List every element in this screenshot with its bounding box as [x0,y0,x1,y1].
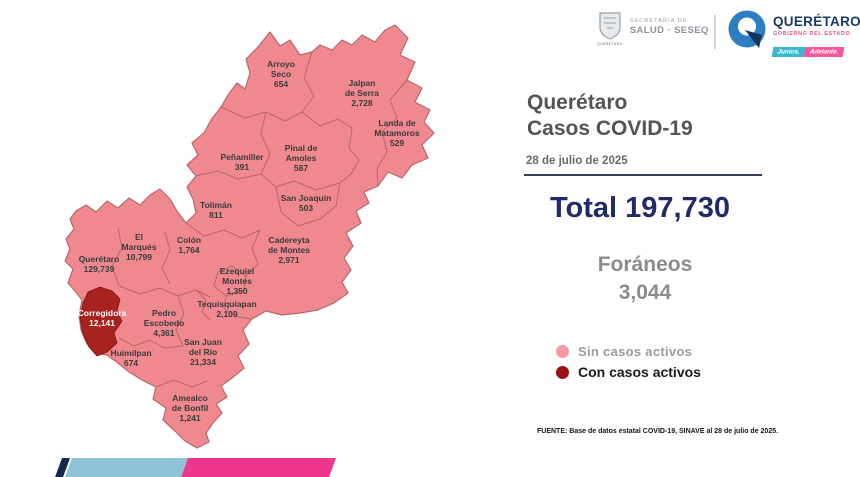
page-title: Querétaro Casos COVID-19 [527,90,693,142]
gobierno-logo: QUERÉTARO GOBIERNO DEL ESTADO Juntos, Ade… [728,10,860,58]
report-date: 28 de julio de 2025 [526,155,628,167]
source-note: FUENTE: Base de datos estatal COVID-19, … [537,428,779,435]
slogan-juntos: Juntos, [771,46,806,56]
band-pink-stripe [180,458,336,477]
con-casos-dot-icon [556,365,569,379]
gobierno-subtitle: GOBIERNO DEL ESTADO [773,30,851,37]
q-logo-icon [728,10,766,48]
seseq-shield-column: QUERÉTARO [597,11,623,46]
total-label: Total [549,192,618,224]
municipal-borders [111,51,408,388]
seseq-line2: SALUD · SESEQ [629,25,709,36]
seseq-logo-text: SECRETARÍA DE SALUD · SESEQ [630,11,709,46]
seseq-logo: QUERÉTARO SECRETARÍA DE SALUD · SESEQ [597,11,709,46]
legend-label-sin-casos: Sin casos activos [578,344,693,359]
shield-icon [599,12,621,40]
state-outline [64,24,435,449]
gobierno-logo-text: QUERÉTARO GOBIERNO DEL ESTADO Juntos, Ade… [771,10,860,58]
legend-row-sin-casos: Sin casos activos [556,344,701,359]
total-cases: Total 197,730 [515,192,765,225]
slogan-adelante: Adelante. [804,46,845,56]
sin-casos-dot-icon [556,345,569,358]
footer-decoration-band [54,458,336,477]
band-blue-stripe [64,458,188,477]
page-title-line2: Casos COVID-19 [527,117,693,140]
legend-label-con-casos: Con casos activos [578,364,701,380]
seseq-logo-subtext: QUERÉTARO [597,42,623,46]
foraneos-label: Foráneos [597,253,693,276]
gobierno-title: QUERÉTARO [773,14,860,29]
gobierno-slogan-badge: Juntos, Adelante. [771,40,845,58]
seseq-line1: SECRETARÍA DE [629,18,688,24]
foraneos-value: 3,044 [618,281,672,304]
legend: Sin casos activos Con casos activos [556,344,701,385]
legend-row-con-casos: Con casos activos [556,364,701,380]
municipality-corregidora-shape [79,286,123,357]
page-title-line1: Querétaro [527,91,628,114]
date-underline [524,174,762,176]
header-divider [714,15,716,49]
total-value: 197,730 [625,192,730,224]
foraneos-block: Foráneos 3,044 [520,251,770,307]
